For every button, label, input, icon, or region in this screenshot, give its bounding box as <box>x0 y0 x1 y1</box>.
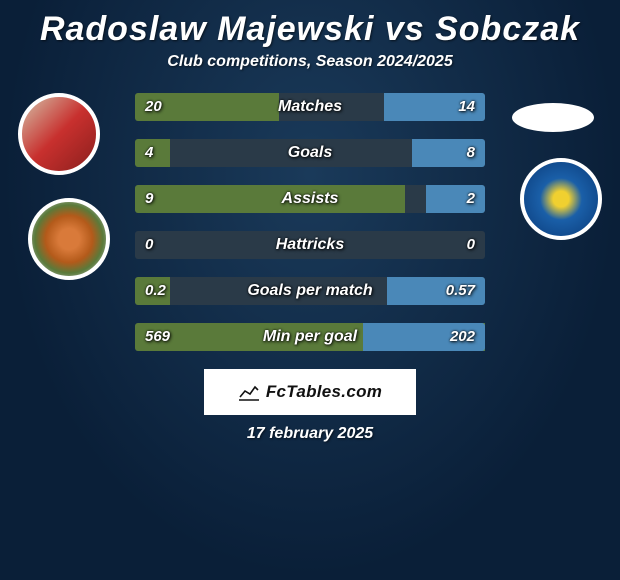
stat-row: 569202Min per goal <box>135 323 485 351</box>
bar-right <box>387 277 485 305</box>
branding-text: FcTables.com <box>266 382 382 402</box>
date-text: 17 february 2025 <box>0 425 620 443</box>
club-left-badge <box>28 198 110 280</box>
bar-right <box>426 185 486 213</box>
stat-row: 0.20.57Goals per match <box>135 277 485 305</box>
player-left-avatar <box>18 93 100 175</box>
bar-right <box>384 93 486 121</box>
bar-right <box>412 139 486 167</box>
row-track <box>135 231 485 259</box>
stat-rows: 2014Matches 48Goals 92Assists 00Hattricks 0.… <box>135 93 485 351</box>
club-right-badge <box>520 158 602 240</box>
bar-left <box>135 185 405 213</box>
page-subtitle: Club competitions, Season 2024/2025 <box>0 53 620 71</box>
chart-icon <box>238 383 260 401</box>
branding-logo: FcTables.com <box>204 369 416 415</box>
bar-left <box>135 93 279 121</box>
comparison-chart: 2014Matches 48Goals 92Assists 00Hattricks 0.… <box>0 93 620 351</box>
page-title: Radoslaw Majewski vs Sobczak <box>0 0 620 53</box>
stat-row: 48Goals <box>135 139 485 167</box>
stat-row: 00Hattricks <box>135 231 485 259</box>
bar-left <box>135 277 170 305</box>
bar-right <box>363 323 486 351</box>
stat-row: 92Assists <box>135 185 485 213</box>
stat-row: 2014Matches <box>135 93 485 121</box>
bar-left <box>135 139 170 167</box>
player-right-avatar <box>512 103 594 132</box>
